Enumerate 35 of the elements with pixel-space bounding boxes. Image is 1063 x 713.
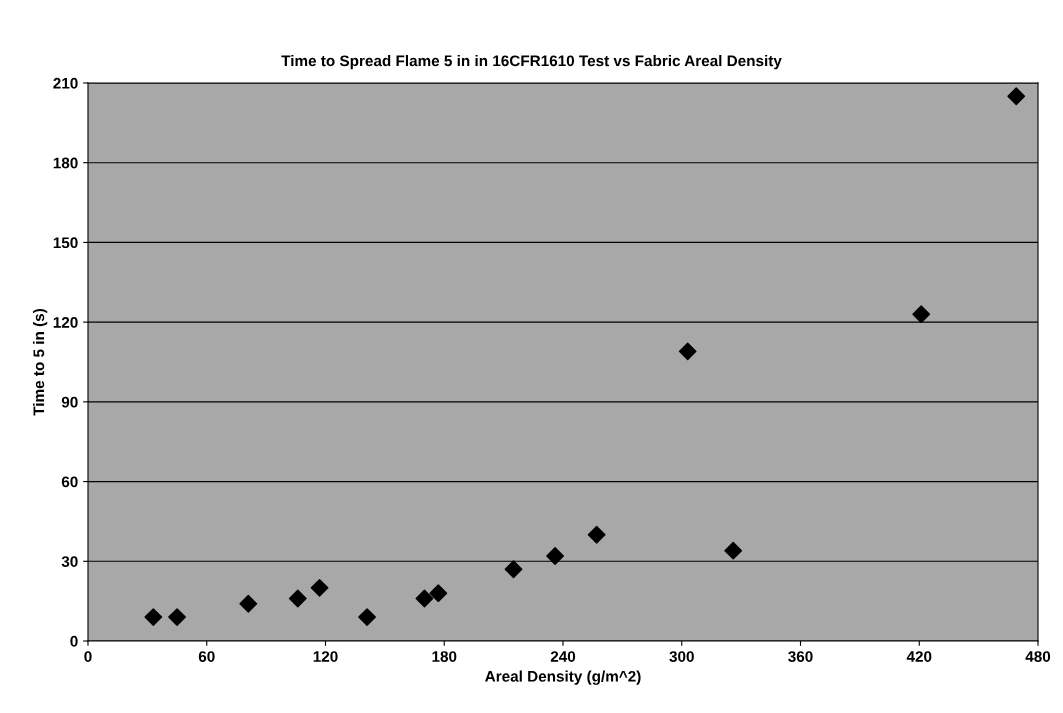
x-tick-label: 120 xyxy=(313,651,338,662)
point xyxy=(415,589,434,608)
point xyxy=(912,305,931,324)
y-tick-label: 150 xyxy=(53,237,78,249)
x-axis-title: Areal Density (g/m^2) xyxy=(485,670,641,685)
x-tick-label: 240 xyxy=(550,651,576,662)
y-tick-label: 0 xyxy=(70,635,78,647)
point xyxy=(168,608,186,626)
point xyxy=(239,594,258,613)
y-axis-title: Time to 5 in (s) xyxy=(32,308,48,416)
point xyxy=(429,584,448,603)
x-tick-label: 300 xyxy=(669,651,694,662)
point xyxy=(144,608,163,626)
point xyxy=(587,525,606,544)
point xyxy=(1007,87,1026,106)
point xyxy=(358,608,376,626)
x-tick-label: 480 xyxy=(1025,651,1051,662)
y-tick-label: 30 xyxy=(61,556,78,567)
point xyxy=(678,342,697,361)
point xyxy=(288,589,307,608)
y-tick-label: 210 xyxy=(53,77,78,89)
chart-title: Time to Spread Flame 5 in in 16CFR1610 Test vs Fabric Areal Density xyxy=(281,55,782,70)
x-tick-label: 0 xyxy=(84,651,92,662)
y-tick-label: 60 xyxy=(61,476,78,488)
x-tick-label: 180 xyxy=(432,651,457,662)
point xyxy=(310,578,329,597)
y-tick-label: 120 xyxy=(53,317,78,328)
y-tick-label: 180 xyxy=(53,157,78,169)
point xyxy=(724,541,743,560)
point xyxy=(504,560,523,579)
y-tick-label: 90 xyxy=(61,396,78,408)
x-tick-label: 60 xyxy=(198,651,215,662)
point xyxy=(546,547,564,565)
x-tick-label: 420 xyxy=(906,651,932,662)
x-tick-label: 360 xyxy=(788,651,813,662)
